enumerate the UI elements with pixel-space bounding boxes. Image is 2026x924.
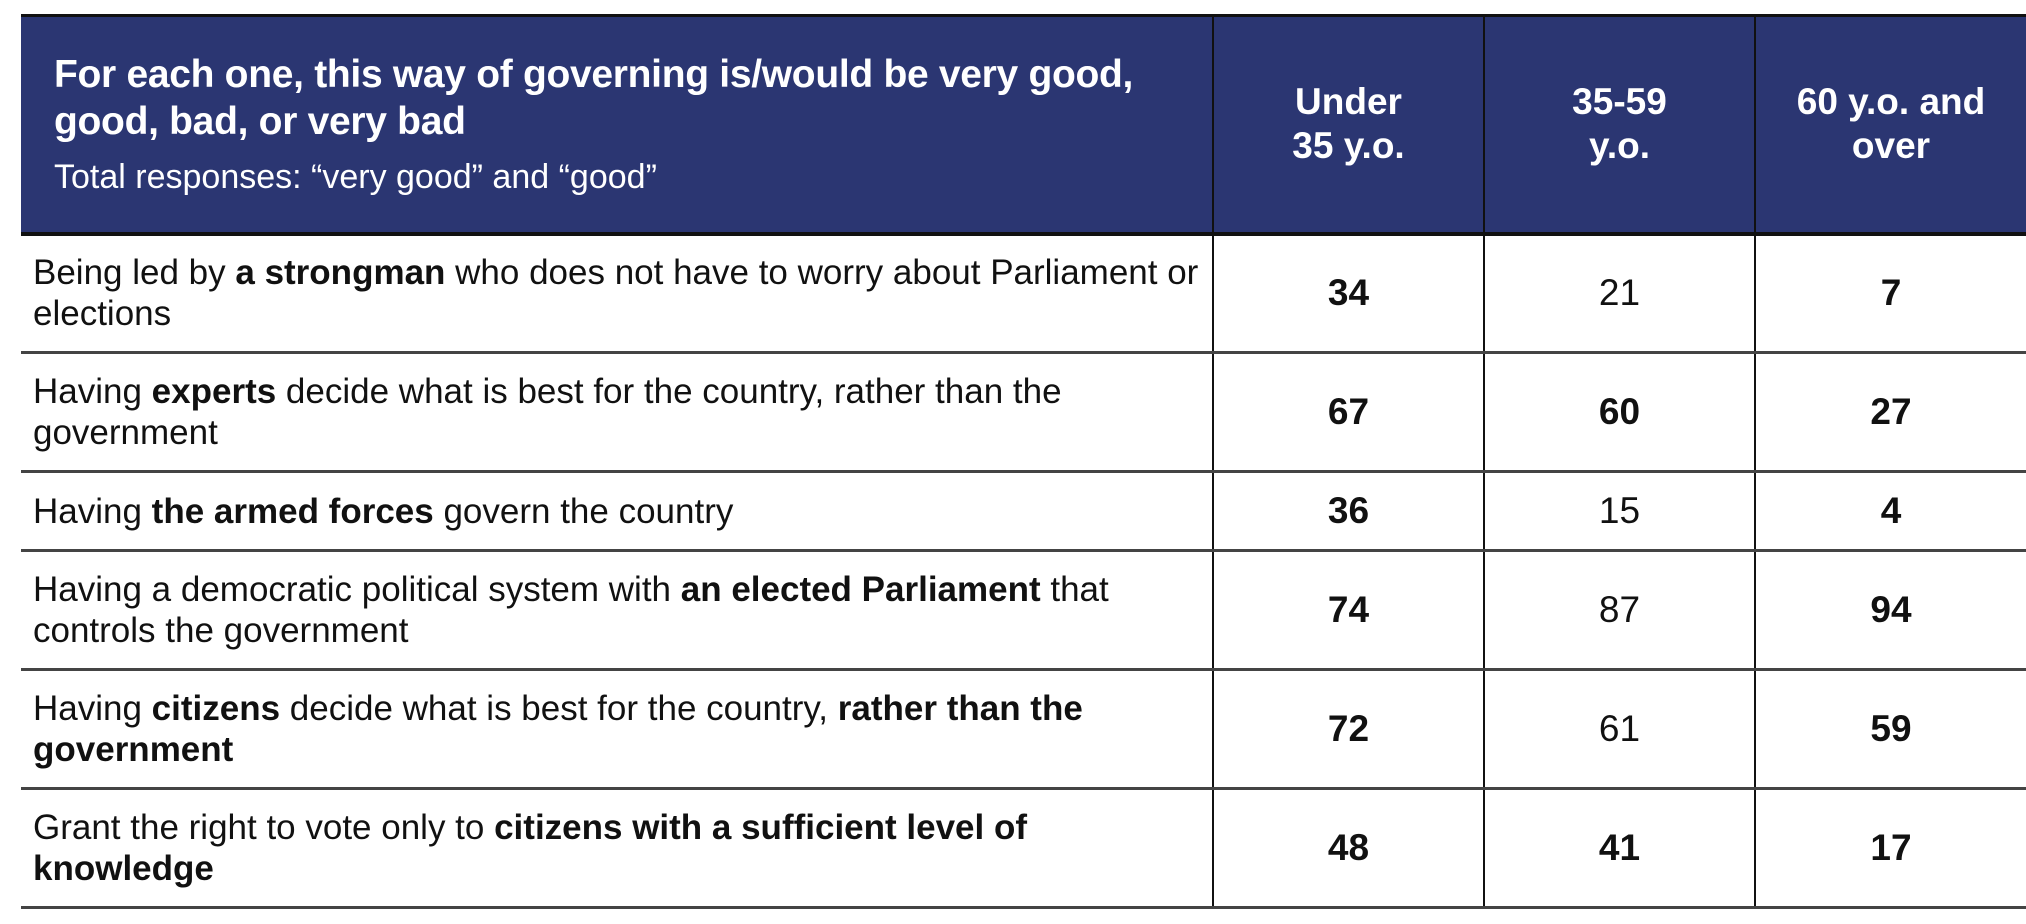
table-row: Having the armed forces govern the count… <box>21 471 2026 552</box>
question-subtitle: Total responses: “very good” and “good” <box>54 158 657 197</box>
value-cell: 60 <box>1483 352 1755 473</box>
statement-text: Having a democratic political system wit… <box>33 570 681 609</box>
column-header-label: 60 y.o. and over <box>1796 81 1986 167</box>
statement-cell: Having a democratic political system wit… <box>21 550 1213 671</box>
statement-cell: Being led by a strongman who does not ha… <box>21 233 1213 354</box>
value-cell: 17 <box>1754 788 2026 909</box>
statement-text: decide what is best for the country, <box>280 689 838 728</box>
statement-text: that controls the government <box>33 570 1109 650</box>
survey-table: For each one, this way of governing is/w… <box>21 14 2026 909</box>
column-header-label: 35-59 y.o. <box>1572 81 1667 167</box>
value-cell: 94 <box>1754 550 2026 671</box>
question-title: For each one, this way of governing is/w… <box>54 53 1134 144</box>
statement-emphasis: citizens <box>151 689 281 728</box>
statement-text: decide what is best for the country, rat… <box>33 372 1062 452</box>
statement-text: Having <box>33 372 152 411</box>
column-header-label: Under 35 y.o. <box>1292 81 1405 167</box>
question-header: For each one, this way of governing is/w… <box>21 14 1213 236</box>
statement-cell: Having citizens decide what is best for … <box>21 669 1213 790</box>
value-cell: 34 <box>1212 233 1484 354</box>
table-row: Having experts decide what is best for t… <box>21 352 2026 473</box>
statement-emphasis: an elected Parliament <box>680 570 1041 609</box>
table-row: Having citizens decide what is best for … <box>21 669 2026 790</box>
value-cell: 67 <box>1212 352 1484 473</box>
statement-text: who does not have to worry about Parliam… <box>33 253 1199 334</box>
value-cell: 7 <box>1754 233 2026 354</box>
value-cell: 48 <box>1212 788 1484 909</box>
statement-emphasis: citizens with a sufficient level of know… <box>33 808 1027 888</box>
column-header-35-59: 35-59 y.o. <box>1483 14 1755 236</box>
statement-emphasis: the armed forces <box>151 491 434 531</box>
value-cell: 27 <box>1754 352 2026 473</box>
column-header-under-35: Under 35 y.o. <box>1212 14 1484 236</box>
value-cell: 41 <box>1483 788 1755 909</box>
statement-text: govern the country <box>433 491 734 531</box>
value-cell: 4 <box>1754 471 2026 552</box>
value-cell: 59 <box>1754 669 2026 790</box>
statement-text: Having <box>33 689 152 728</box>
value-cell: 74 <box>1212 550 1484 671</box>
statement-emphasis: experts <box>151 372 277 411</box>
column-header-60-plus: 60 y.o. and over <box>1754 14 2026 236</box>
table-row: Grant the right to vote only to citizens… <box>21 788 2026 909</box>
statement-cell: Having experts decide what is best for t… <box>21 352 1213 473</box>
value-cell: 36 <box>1212 471 1484 552</box>
table-row: Having a democratic political system wit… <box>21 550 2026 671</box>
statement-text: Having <box>33 491 152 531</box>
statement-text: Being led by <box>33 253 236 293</box>
statement-emphasis: a strongman <box>235 253 446 293</box>
statement-text: Grant the right to vote only to <box>33 808 495 847</box>
statement-emphasis: rather than the government <box>33 689 1083 769</box>
statement-cell: Having the armed forces govern the count… <box>21 471 1213 552</box>
value-cell: 61 <box>1483 669 1755 790</box>
value-cell: 72 <box>1212 669 1484 790</box>
header-row: For each one, this way of governing is/w… <box>21 14 2026 236</box>
table-row: Being led by a strongman who does not ha… <box>21 233 2026 354</box>
value-cell: 87 <box>1483 550 1755 671</box>
table-body: Being led by a strongman who does not ha… <box>21 233 2026 909</box>
value-cell: 15 <box>1483 471 1755 552</box>
statement-cell: Grant the right to vote only to citizens… <box>21 788 1213 909</box>
value-cell: 21 <box>1483 233 1755 354</box>
